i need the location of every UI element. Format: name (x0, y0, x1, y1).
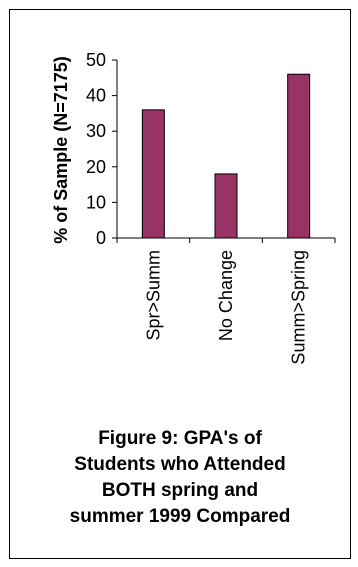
x-category-label: Spr>Summ (143, 250, 163, 341)
caption-line-1: Figure 9: GPA's of (9, 426, 351, 452)
y-tick-label: 20 (86, 157, 106, 177)
y-tick-label: 10 (86, 192, 106, 212)
y-tick-label: 30 (86, 121, 106, 141)
x-category-label: No Change (216, 250, 236, 341)
bar (215, 174, 237, 238)
caption-line-4: summer 1999 Compared (9, 504, 351, 530)
y-tick-label: 40 (86, 86, 106, 106)
caption-line-3: BOTH spring and (9, 478, 351, 504)
y-tick-label: 0 (96, 228, 106, 248)
bar (288, 74, 310, 238)
plot-area: 0 10 20 30 40 50 Spr>Summ No Change Summ>Spring (86, 50, 335, 365)
figure-caption: Figure 9: GPA's of Students who Attended… (9, 426, 351, 530)
y-axis-label: % of Sample (N=7175) (51, 56, 71, 244)
caption-line-2: Students who Attended (9, 452, 351, 478)
y-tick-label: 50 (86, 50, 106, 70)
bar (142, 110, 164, 238)
x-category-label: Summ>Spring (289, 250, 309, 365)
